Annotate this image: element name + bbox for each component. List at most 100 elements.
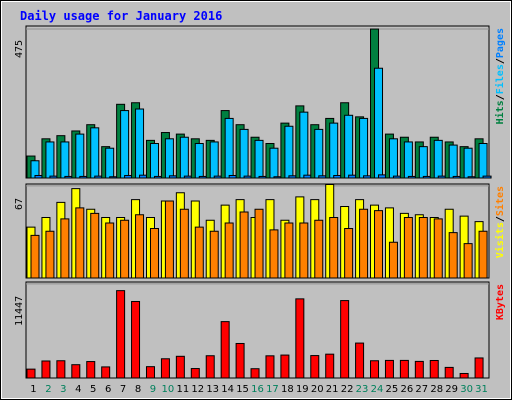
x-tick-label: 7 (120, 384, 126, 395)
bar-kbytes-day-3 (56, 360, 66, 379)
legend-item-pages: Pages (495, 28, 506, 58)
panel-kbytes: 11447 KBytes (14, 281, 506, 379)
x-axis-labels: 1 2 3 4 5 6 7 8 9 10 11 12 13 14 15 16 17 18 19 20 21 22 23 24 2… (30, 384, 488, 395)
x-tick-label: 23 (356, 384, 369, 395)
bar-sites-day-9 (149, 228, 159, 279)
bar-files-day-14 (224, 117, 234, 179)
bar-sites-day-14 (224, 222, 234, 279)
bar-files-day-24 (374, 67, 384, 179)
bar-kbytes-day-2 (41, 360, 51, 379)
legend-kbytes: KBytes (495, 284, 506, 320)
x-tick-label: 5 (90, 384, 96, 395)
bar-kbytes-day-16 (250, 368, 260, 379)
bar-kbytes-day-21 (325, 353, 335, 379)
bar-kbytes-day-11 (175, 355, 185, 379)
x-tick-label: 26 (400, 384, 413, 395)
plot-area-kbytes (25, 281, 490, 379)
bar-kbytes-day-1 (26, 368, 36, 379)
bar-sites-day-30 (463, 243, 473, 279)
bar-kbytes-day-25 (384, 359, 394, 379)
legend-hits-files-pages: Hits/Files/Pages (494, 28, 506, 124)
bar-files-day-4 (75, 133, 85, 179)
legend-item-sites: Sites (494, 186, 506, 216)
bar-pages-day-31 (482, 175, 492, 179)
bar-kbytes-day-27 (414, 360, 424, 379)
legend-separator: / (495, 94, 506, 100)
y-max-label: 67 (14, 198, 25, 210)
bar-sites-day-10 (164, 200, 174, 279)
x-tick-label: 28 (430, 384, 443, 395)
panel-hits-files-pages: 475 Hits/Files/Pages (14, 25, 506, 179)
bar-kbytes-day-22 (340, 300, 350, 379)
bar-kbytes-day-20 (310, 355, 320, 379)
x-tick-label: 27 (415, 384, 428, 395)
bar-files-day-11 (179, 136, 189, 179)
x-tick-label: 6 (105, 384, 111, 395)
bar-files-day-23 (359, 117, 369, 179)
legend-separator: / (495, 216, 506, 222)
bar-sites-day-24 (374, 210, 384, 279)
bar-sites-day-2 (45, 230, 55, 279)
bar-files-day-28 (433, 139, 443, 179)
bar-sites-day-29 (448, 232, 458, 279)
legend-item-visits: Visits (494, 222, 506, 258)
bar-kbytes-day-13 (205, 355, 215, 379)
chart-title: Daily usage for January 2016 (20, 9, 222, 23)
bar-kbytes-day-24 (370, 360, 380, 379)
bar-files-day-19 (299, 111, 309, 179)
x-tick-label: 18 (281, 384, 294, 395)
bar-sites-day-16 (254, 208, 264, 279)
x-tick-label: 21 (326, 384, 339, 395)
bar-kbytes-day-29 (444, 366, 454, 379)
y-max-label: 475 (14, 40, 25, 58)
bar-kbytes-day-28 (429, 359, 439, 379)
bar-sites-day-27 (418, 217, 428, 279)
bar-kbytes-day-15 (235, 342, 245, 379)
bar-sites-day-19 (299, 222, 309, 279)
bar-files-day-21 (329, 122, 339, 179)
bar-sites-day-21 (329, 217, 339, 279)
bar-sites-day-22 (344, 228, 354, 279)
bar-kbytes-day-6 (101, 366, 111, 379)
bar-kbytes-day-8 (131, 300, 141, 379)
x-tick-label: 30 (460, 384, 473, 395)
bar-sites-day-13 (209, 230, 219, 279)
x-tick-label: 20 (311, 384, 324, 395)
bar-files-day-22 (344, 114, 354, 179)
bar-files-day-30 (463, 147, 473, 179)
x-tick-label: 29 (445, 384, 458, 395)
x-tick-label: 22 (341, 384, 354, 395)
bar-files-day-16 (254, 139, 264, 179)
bar-files-day-20 (314, 128, 324, 179)
bar-files-day-10 (164, 138, 174, 179)
bar-sites-day-20 (314, 219, 324, 279)
bar-kbytes-day-19 (295, 298, 305, 379)
bar-files-day-5 (90, 127, 100, 179)
bar-sites-day-31 (478, 230, 488, 279)
bar-kbytes-day-18 (280, 354, 290, 379)
bar-files-day-27 (418, 146, 428, 179)
legend-separator: / (495, 58, 506, 64)
bar-kbytes-day-17 (265, 355, 275, 379)
x-tick-label: 4 (75, 384, 81, 395)
bar-sites-day-1 (30, 234, 40, 279)
x-tick-label: 12 (191, 384, 204, 395)
legend-item-kbytes: KBytes (495, 284, 506, 320)
bar-sites-day-15 (239, 211, 249, 279)
x-tick-label: 10 (162, 384, 175, 395)
bar-files-day-13 (209, 141, 219, 179)
bar-sites-day-3 (60, 218, 70, 279)
bar-files-day-31 (478, 143, 488, 179)
x-tick-label: 25 (386, 384, 399, 395)
x-tick-label: 31 (475, 384, 488, 395)
bar-files-day-7 (120, 110, 130, 179)
bar-kbytes-day-7 (116, 290, 126, 379)
x-tick-label: 15 (236, 384, 249, 395)
x-tick-label: 8 (135, 384, 141, 395)
bar-kbytes-day-12 (190, 368, 200, 379)
bar-files-day-6 (105, 147, 115, 179)
bar-sites-day-17 (269, 229, 279, 279)
bar-sites-day-12 (194, 226, 204, 279)
bar-sites-day-5 (90, 212, 100, 279)
